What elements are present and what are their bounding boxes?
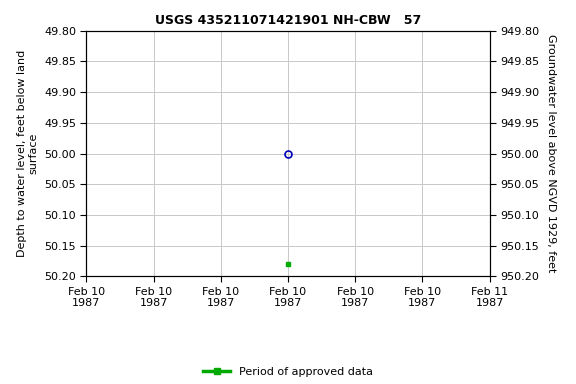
Y-axis label: Groundwater level above NGVD 1929, feet: Groundwater level above NGVD 1929, feet xyxy=(546,35,556,273)
Y-axis label: Depth to water level, feet below land
surface: Depth to water level, feet below land su… xyxy=(17,50,39,257)
Legend: Period of approved data: Period of approved data xyxy=(198,362,378,382)
Title: USGS 435211071421901 NH-CBW   57: USGS 435211071421901 NH-CBW 57 xyxy=(155,14,421,27)
